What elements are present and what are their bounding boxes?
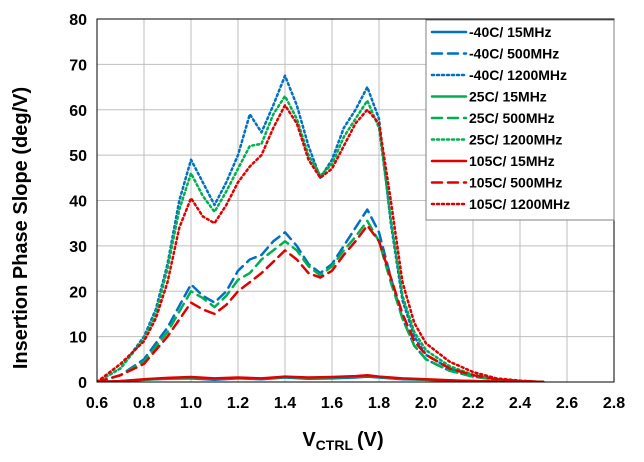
x-tick-label: 2.2 (462, 395, 484, 412)
legend-label-3: 25C/ 15MHz (469, 89, 547, 105)
y-axis-title: Insertion Phase Slope (deg/V) (10, 87, 32, 369)
x-tick-label: 1.4 (274, 395, 296, 412)
series-line-5 (97, 94, 545, 382)
x-tick-label: 1.0 (180, 395, 202, 412)
y-tick-label: 0 (78, 375, 87, 392)
legend-label-0: -40C/ 15MHz (469, 24, 551, 40)
legend-label-1: -40C/ 500MHz (469, 46, 559, 62)
axis-ticks: 0.6 0.8 1.0 1.2 1.4 1.6 1.8 2.0 2.2 2.4 2.6 2.8 0 10 2… (69, 12, 625, 412)
legend-label-5: 25C/ 1200MHz (469, 132, 562, 148)
y-tick-label: 20 (69, 284, 87, 301)
y-tick-label: 10 (69, 330, 87, 347)
series-line-4 (97, 219, 545, 382)
legend: -40C/ 15MHz -40C/ 500MHz -40C/ 1200MHz 25C/… (425, 19, 615, 221)
x-tick-label: 2.4 (509, 395, 531, 412)
y-tick-label: 30 (69, 239, 87, 256)
x-tick-label: 2.8 (603, 395, 625, 412)
x-tick-label: 0.8 (133, 395, 155, 412)
legend-label-6: 105C/ 15MHz (469, 153, 555, 169)
legend-label-4: 25C/ 500MHz (469, 110, 555, 126)
x-tick-label: 1.6 (321, 395, 343, 412)
series-line-7 (97, 224, 545, 382)
series-group (97, 74, 545, 382)
x-axis-title-unit: (V) (357, 429, 384, 451)
y-tick-label: 70 (69, 57, 87, 74)
x-tick-label: 2.0 (415, 395, 437, 412)
x-axis-title: VCTRL (V) (302, 429, 383, 453)
legend-label-2: -40C/ 1200MHz (469, 67, 567, 83)
x-tick-label: 2.6 (556, 395, 578, 412)
legend-items: -40C/ 15MHz -40C/ 500MHz -40C/ 1200MHz 25C/… (430, 24, 570, 212)
x-tick-label: 1.2 (227, 395, 249, 412)
series-line-8 (97, 103, 545, 382)
series-line-1 (97, 208, 545, 382)
y-tick-label: 40 (69, 194, 87, 211)
x-tick-label: 0.6 (86, 395, 108, 412)
x-axis-title-main: V (302, 429, 316, 451)
y-tick-label: 60 (69, 103, 87, 120)
x-tick-label: 1.8 (368, 395, 390, 412)
legend-label-7: 105C/ 500MHz (469, 175, 562, 191)
legend-label-8: 105C/ 1200MHz (469, 196, 570, 212)
y-tick-label: 50 (69, 148, 87, 165)
x-axis-title-subscript: CTRL (316, 437, 354, 453)
series-line-6 (97, 373, 545, 382)
y-tick-label: 80 (69, 12, 87, 29)
